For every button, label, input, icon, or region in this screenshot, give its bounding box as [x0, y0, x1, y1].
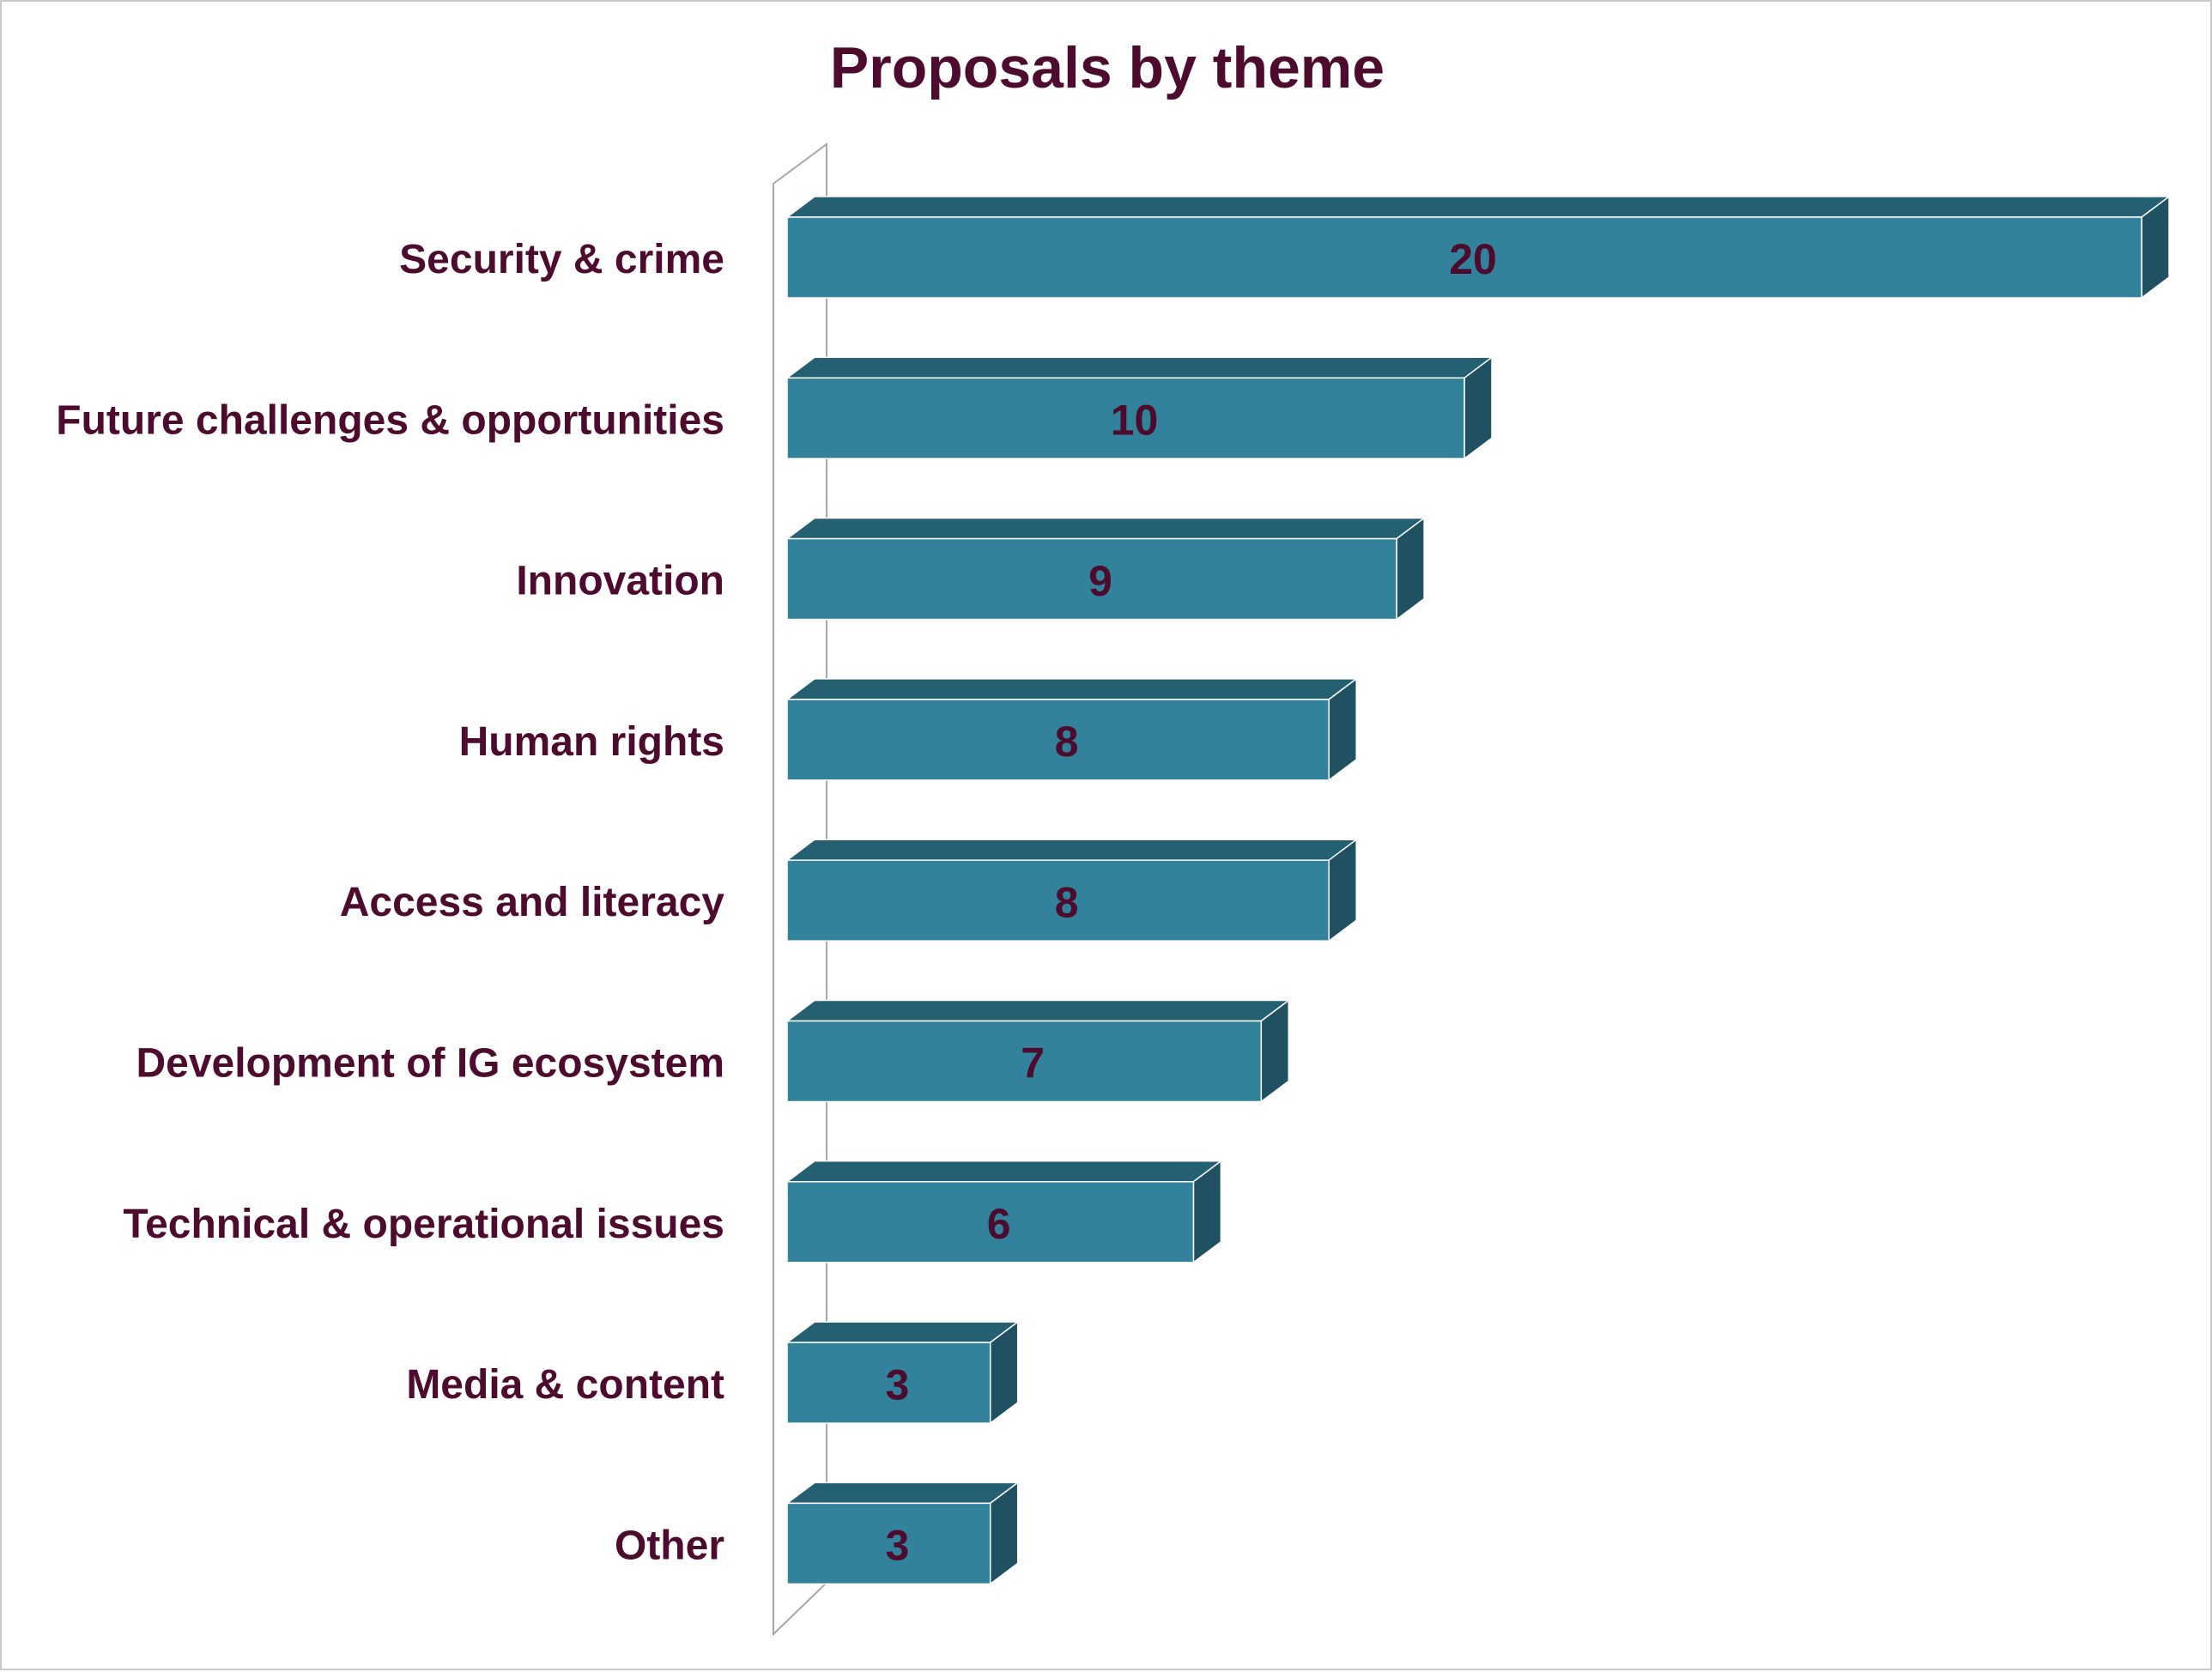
data-label: 6	[987, 1200, 1011, 1248]
bar-1: 10	[785, 355, 1494, 460]
bar-front-face	[786, 859, 1330, 942]
bar-top-face	[785, 1321, 1020, 1343]
bar-0: 20	[785, 195, 2172, 300]
bar-3: 8	[785, 677, 1359, 782]
data-label: 20	[1449, 235, 1497, 283]
category-label: Innovation	[516, 559, 724, 604]
bars: 20 10 9 8 8 7 6 3 3	[785, 195, 2172, 1585]
data-label: 7	[1021, 1039, 1045, 1087]
bar-8: 3	[785, 1481, 1020, 1585]
bar-front-face	[786, 699, 1330, 781]
bar-5: 7	[785, 999, 1291, 1103]
bar-top-face	[785, 999, 1291, 1022]
data-label: 8	[1055, 718, 1079, 766]
bar-top-face	[785, 356, 1494, 379]
category-labels: Security & crime Future challenges & oppo…	[56, 237, 724, 1568]
data-label: 8	[1055, 878, 1079, 926]
category-label: Human rights	[459, 719, 724, 765]
bar-top-face	[785, 517, 1427, 540]
bar-4: 8	[785, 838, 1359, 942]
bar-top-face	[785, 196, 2172, 218]
bar-top-face	[785, 1481, 1020, 1505]
bar-front-face	[786, 1502, 991, 1585]
category-label: Future challenges & opportunities	[56, 397, 724, 443]
category-label: Other	[615, 1523, 724, 1568]
bar-front-face	[786, 537, 1397, 621]
bar-top-face	[785, 678, 1359, 700]
bar-front-face	[786, 377, 1465, 460]
bar-2: 9	[785, 517, 1427, 621]
bar-front-face	[786, 1181, 1195, 1263]
bar-6: 6	[785, 1160, 1223, 1264]
category-label: Development of IG ecosystem	[136, 1041, 724, 1087]
bar-7: 3	[785, 1320, 1020, 1425]
category-label: Technical & operational issues	[123, 1202, 724, 1247]
bar-top-face	[785, 1160, 1223, 1183]
bar-front-face	[786, 1020, 1263, 1103]
chart-title: Proposals by theme	[830, 35, 1385, 100]
category-label: Security & crime	[399, 237, 724, 282]
bar-front-face	[786, 216, 2142, 299]
data-label: 10	[1111, 397, 1159, 445]
data-label: 9	[1088, 557, 1112, 605]
bar-top-face	[785, 839, 1359, 861]
category-label: Access and literacy	[340, 880, 725, 925]
category-label: Media & content	[406, 1362, 724, 1408]
data-label: 3	[885, 1360, 909, 1408]
bar-front-face	[786, 1342, 991, 1424]
data-label: 3	[885, 1522, 909, 1570]
